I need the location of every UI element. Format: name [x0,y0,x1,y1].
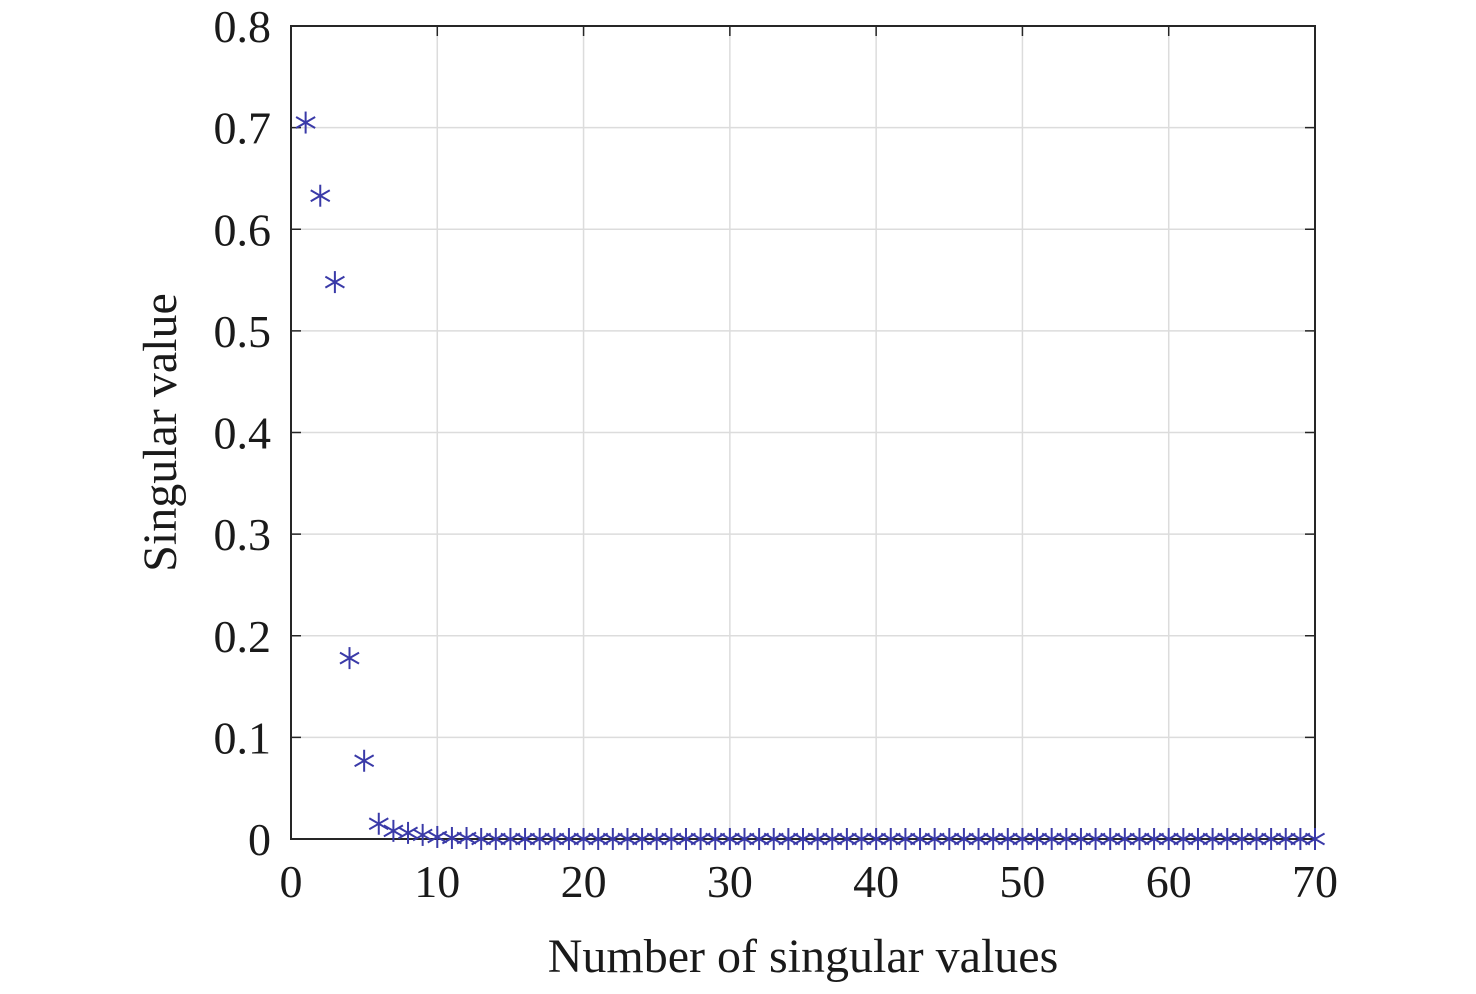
data-points [295,111,1326,850]
x-tick-label: 60 [1146,856,1192,907]
data-point [368,812,389,835]
data-point [310,184,331,207]
x-tick-label: 50 [999,856,1045,907]
data-point [354,749,375,772]
x-axis-label: Number of singular values [548,930,1059,983]
y-tick-label: 0.3 [214,509,272,560]
y-tick-labels: 0 0.1 0.2 0.3 0.4 0.5 0.6 0.7 0.8 [214,1,272,865]
x-tick-labels: 0 10 20 30 40 50 60 70 [280,856,1339,907]
y-tick-label: 0 [248,814,271,865]
x-tick-label: 30 [707,856,753,907]
x-tick-label: 20 [561,856,607,907]
y-tick-label: 0.6 [214,204,272,255]
y-tick-label: 0.1 [214,712,272,763]
x-tick-label: 40 [853,856,899,907]
y-axis-label: Singular value [134,293,187,572]
data-point [324,271,345,294]
y-tick-label: 0.2 [214,611,272,662]
data-point [339,647,360,670]
x-tick-label: 70 [1292,856,1338,907]
data-point [1304,828,1326,850]
x-tick-label: 10 [414,856,460,907]
x-tick-label: 0 [280,856,303,907]
y-tick-label: 0.7 [214,103,272,154]
data-point [456,826,477,849]
y-tick-label: 0.4 [214,408,272,459]
grid [291,26,1315,839]
data-point [295,111,316,134]
data-point [441,826,462,849]
y-tick-label: 0.5 [214,306,272,357]
y-tick-label: 0.8 [214,1,272,52]
